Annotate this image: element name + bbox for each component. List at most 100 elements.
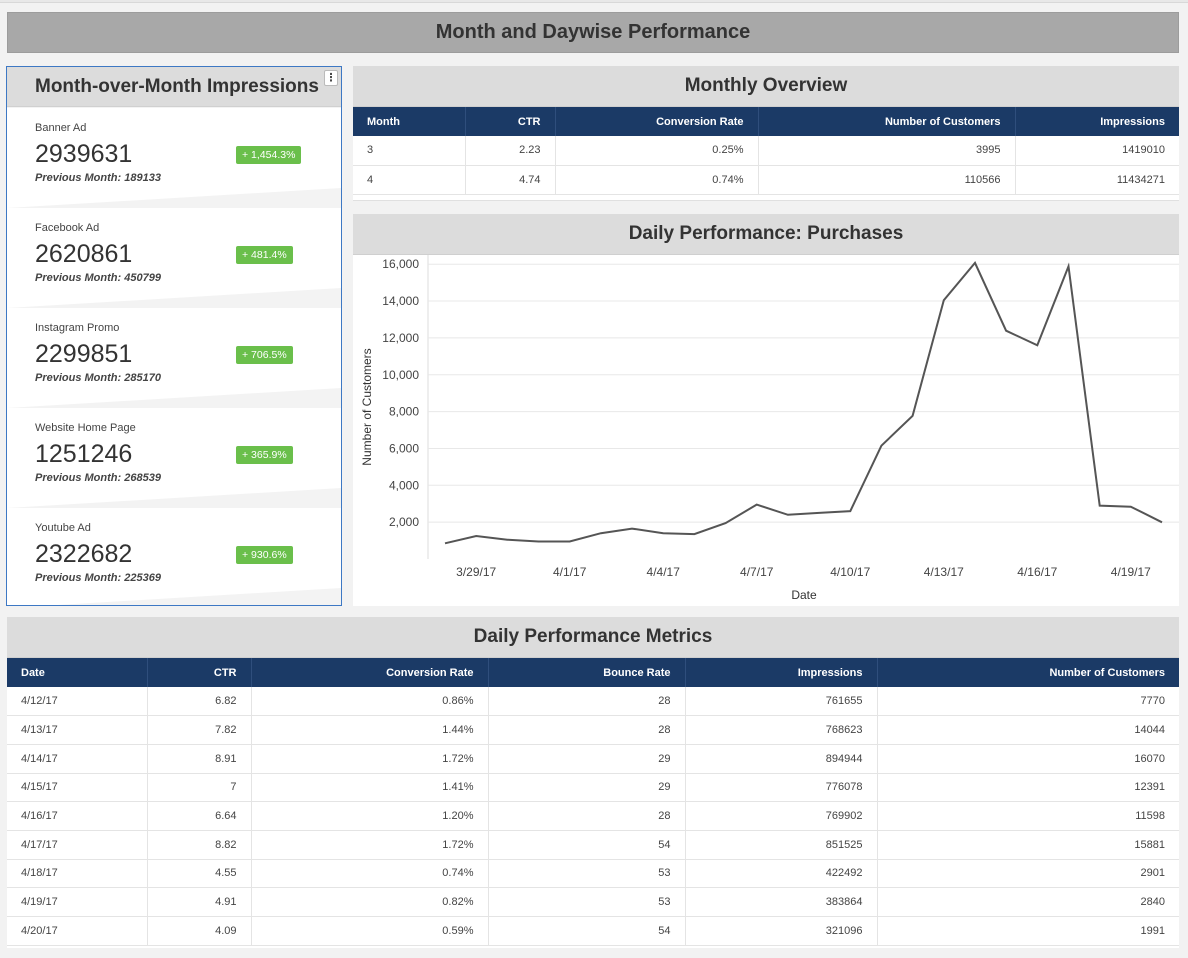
x-tick-label: 4/1/17 — [553, 565, 587, 579]
table-cell: 28 — [488, 801, 686, 831]
table-cell: 1.41% — [251, 773, 489, 803]
table-cell: 12391 — [877, 773, 1179, 803]
y-tick-label: 16,000 — [382, 257, 419, 271]
table-cell: 8.82 — [147, 830, 252, 860]
table-cell: 4.09 — [147, 916, 252, 946]
column-header[interactable]: Impressions — [1015, 107, 1179, 136]
chart-header: Daily Performance: Purchases — [353, 214, 1179, 255]
x-tick-label: 4/13/17 — [924, 565, 964, 579]
kpi-change-badge: + 706.5% — [236, 346, 293, 364]
column-header[interactable]: CTR — [465, 107, 556, 136]
column-header[interactable]: Number of Customers — [758, 107, 1016, 136]
table-cell: 422492 — [685, 859, 878, 889]
table-cell: 14044 — [877, 715, 1179, 745]
column-header[interactable]: Conversion Rate — [251, 658, 489, 687]
kpi-card: Facebook Ad 2620861 + 481.4% Previous Month… — [7, 208, 341, 308]
daily-metrics-table: Date CTR Conversion Rate Bounce Rate Impress… — [7, 658, 1179, 946]
y-tick-label: 12,000 — [382, 331, 419, 345]
table-cell: 7 — [147, 773, 252, 803]
kpi-name: Facebook Ad — [35, 222, 100, 234]
kpi-value: 2299851 — [35, 340, 133, 368]
table-cell: 110566 — [758, 165, 1016, 195]
mom-impressions-header: Month-over-Month Impressions — [7, 67, 341, 107]
table-cell: 29 — [488, 744, 686, 774]
table-cell: 1419010 — [1015, 136, 1179, 166]
table-cell: 53 — [488, 859, 686, 889]
panel-menu-icon[interactable]: ⋮ — [324, 70, 338, 86]
table-cell: 4.91 — [147, 887, 252, 917]
top-edge — [0, 0, 1188, 3]
kpi-card: Website Home Page 1251246 + 365.9% Previous… — [7, 408, 341, 508]
x-tick-label: 4/4/17 — [647, 565, 681, 579]
column-header[interactable]: Impressions — [685, 658, 878, 687]
kpi-value: 2322682 — [35, 540, 133, 568]
table-cell: 53 — [488, 887, 686, 917]
table-cell: 8.91 — [147, 744, 252, 774]
kpi-name: Youtube Ad — [35, 522, 91, 534]
y-tick-label: 14,000 — [382, 294, 419, 308]
table-cell: 1.44% — [251, 715, 489, 745]
column-header[interactable]: CTR — [147, 658, 252, 687]
table-cell: 4/13/17 — [7, 715, 148, 745]
kpi-change-badge: + 930.6% — [236, 546, 293, 564]
y-tick-label: 6,000 — [389, 441, 419, 455]
table-cell: 0.74% — [555, 165, 759, 195]
x-tick-label: 4/7/17 — [740, 565, 774, 579]
table-row: 4/15/17 7 1.41% 29 776078 12391 — [7, 773, 1179, 803]
monthly-overview-header: Monthly Overview — [353, 66, 1179, 107]
table-row: 4/13/17 7.82 1.44% 28 768623 14044 — [7, 715, 1179, 745]
x-tick-label: 4/16/17 — [1017, 565, 1057, 579]
table-cell: 7.82 — [147, 715, 252, 745]
x-axis-title: Date — [791, 588, 817, 602]
table-cell: 4/12/17 — [7, 687, 148, 717]
table-cell: 851525 — [685, 830, 878, 860]
table-cell: 2840 — [877, 887, 1179, 917]
table-cell: 4/17/17 — [7, 830, 148, 860]
table-cell: 6.82 — [147, 687, 252, 717]
table-cell: 1991 — [877, 916, 1179, 946]
table-cell: 3995 — [758, 136, 1016, 166]
table-cell: 54 — [488, 830, 686, 860]
kpi-value: 2620861 — [35, 240, 133, 268]
table-row: 4/20/17 4.09 0.59% 54 321096 1991 — [7, 916, 1179, 946]
column-header[interactable]: Number of Customers — [877, 658, 1179, 687]
table-row: 3 2.23 0.25% 3995 1419010 — [353, 136, 1179, 166]
y-axis-title: Number of Customers — [360, 348, 374, 465]
table-cell: 2901 — [877, 859, 1179, 889]
table-cell: 7770 — [877, 687, 1179, 717]
mom-impressions-panel[interactable]: Month-over-Month Impressions ⋮ Banner Ad… — [6, 66, 342, 606]
table-cell: 761655 — [685, 687, 878, 717]
dashboard-banner: Month and Daywise Performance — [7, 12, 1179, 53]
column-header[interactable]: Conversion Rate — [555, 107, 759, 136]
kpi-name: Banner Ad — [35, 122, 87, 134]
table-cell: 383864 — [685, 887, 878, 917]
column-header[interactable]: Bounce Rate — [488, 658, 686, 687]
kpi-previous-month: Previous Month: 189133 — [35, 172, 161, 184]
table-cell: 1.20% — [251, 801, 489, 831]
table-cell: 1.72% — [251, 744, 489, 774]
table-cell: 28 — [488, 687, 686, 717]
table-row: 4 4.74 0.74% 110566 11434271 — [353, 165, 1179, 195]
monthly-overview-panel: Monthly Overview Month CTR Conversion Rate… — [353, 66, 1179, 201]
table-cell: 54 — [488, 916, 686, 946]
table-row: 4/16/17 6.64 1.20% 28 769902 11598 — [7, 801, 1179, 831]
table-cell: 4/20/17 — [7, 916, 148, 946]
kpi-previous-month: Previous Month: 268539 — [35, 472, 161, 484]
table-cell: 0.86% — [251, 687, 489, 717]
purchases-line-chart: 2,000 4,000 6,000 8,000 10,000 12,000 14,000 16… — [360, 255, 1179, 602]
table-cell: 15881 — [877, 830, 1179, 860]
table-cell: 4/18/17 — [7, 859, 148, 889]
y-tick-label: 10,000 — [382, 368, 419, 382]
table-cell: 0.74% — [251, 859, 489, 889]
table-cell: 321096 — [685, 916, 878, 946]
y-tick-label: 2,000 — [389, 515, 419, 529]
table-cell: 4 — [353, 165, 466, 195]
table-row: 4/19/17 4.91 0.82% 53 383864 2840 — [7, 887, 1179, 917]
table-cell: 28 — [488, 715, 686, 745]
column-header[interactable]: Month — [353, 107, 466, 136]
daily-metrics-title: Daily Performance Metrics — [473, 626, 713, 647]
kpi-change-badge: + 365.9% — [236, 446, 293, 464]
table-cell: 11598 — [877, 801, 1179, 831]
table-cell: 0.59% — [251, 916, 489, 946]
column-header[interactable]: Date — [7, 658, 148, 687]
